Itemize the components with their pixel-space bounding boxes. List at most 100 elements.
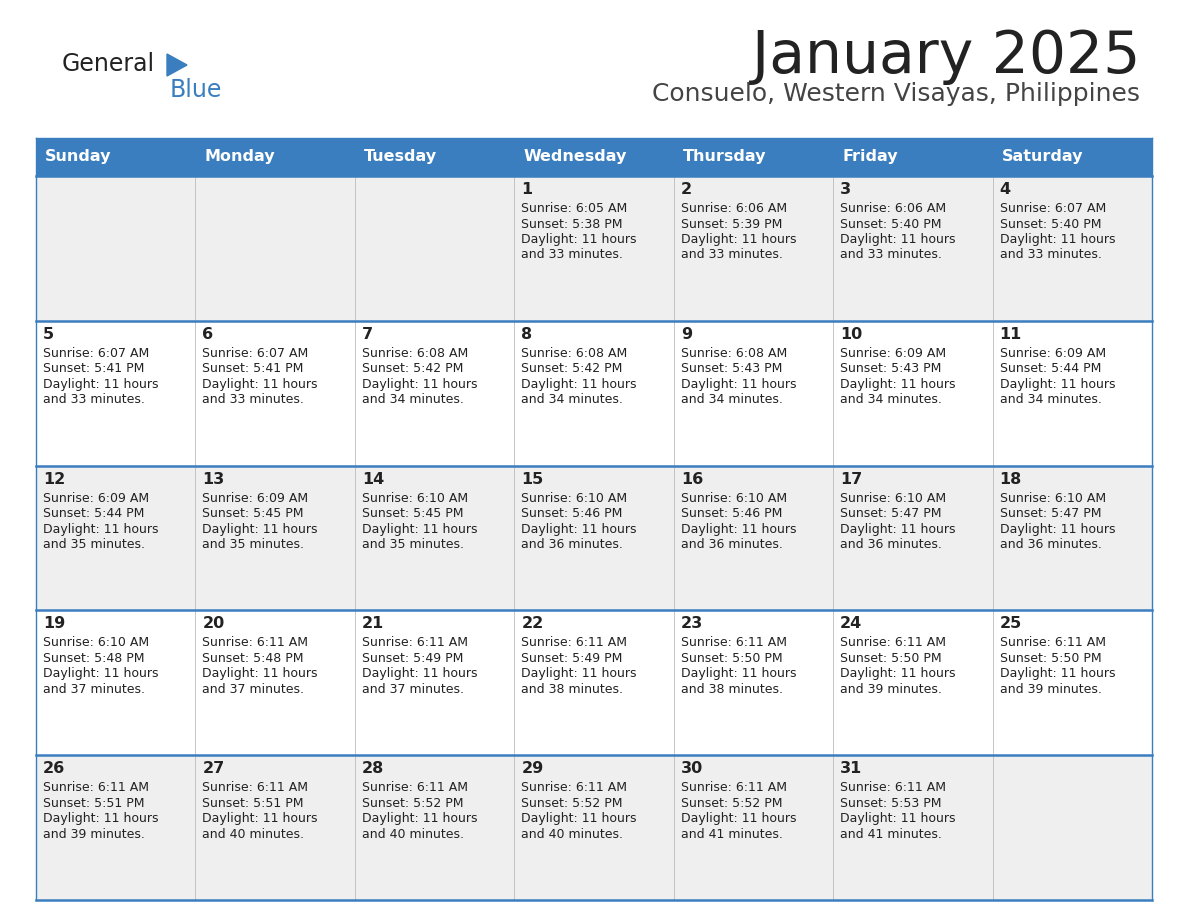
Text: Sunset: 5:42 PM: Sunset: 5:42 PM [362,363,463,375]
Text: 16: 16 [681,472,703,487]
Text: and 34 minutes.: and 34 minutes. [362,393,463,407]
Text: and 33 minutes.: and 33 minutes. [681,249,783,262]
Text: 31: 31 [840,761,862,777]
Text: 3: 3 [840,182,852,197]
Text: Sunset: 5:44 PM: Sunset: 5:44 PM [43,507,145,521]
Text: Daylight: 11 hours: Daylight: 11 hours [202,522,318,535]
Text: 1: 1 [522,182,532,197]
Text: 22: 22 [522,616,544,632]
Text: and 36 minutes.: and 36 minutes. [681,538,783,551]
Text: January 2025: January 2025 [752,28,1140,85]
Text: and 41 minutes.: and 41 minutes. [681,828,783,841]
Text: 29: 29 [522,761,544,777]
Text: Sunset: 5:52 PM: Sunset: 5:52 PM [522,797,623,810]
Text: Sunset: 5:49 PM: Sunset: 5:49 PM [522,652,623,665]
Text: 21: 21 [362,616,384,632]
Text: Daylight: 11 hours: Daylight: 11 hours [362,812,478,825]
Text: Sunset: 5:50 PM: Sunset: 5:50 PM [840,652,942,665]
Text: Sunset: 5:48 PM: Sunset: 5:48 PM [202,652,304,665]
Text: and 33 minutes.: and 33 minutes. [43,393,145,407]
Text: Daylight: 11 hours: Daylight: 11 hours [999,522,1116,535]
Text: Daylight: 11 hours: Daylight: 11 hours [202,667,318,680]
Text: and 33 minutes.: and 33 minutes. [202,393,304,407]
Text: Wednesday: Wednesday [523,150,626,164]
Text: Daylight: 11 hours: Daylight: 11 hours [43,667,158,680]
Text: and 34 minutes.: and 34 minutes. [999,393,1101,407]
Text: Sunrise: 6:11 AM: Sunrise: 6:11 AM [202,781,309,794]
Text: Sunrise: 6:09 AM: Sunrise: 6:09 AM [202,492,309,505]
Text: Daylight: 11 hours: Daylight: 11 hours [840,812,955,825]
Text: Daylight: 11 hours: Daylight: 11 hours [840,233,955,246]
Text: Tuesday: Tuesday [364,150,437,164]
Text: and 34 minutes.: and 34 minutes. [681,393,783,407]
Text: Sunset: 5:45 PM: Sunset: 5:45 PM [362,507,463,521]
Text: Sunrise: 6:11 AM: Sunrise: 6:11 AM [362,636,468,649]
Text: 11: 11 [999,327,1022,341]
Text: Daylight: 11 hours: Daylight: 11 hours [681,522,796,535]
Text: 23: 23 [681,616,703,632]
Text: and 34 minutes.: and 34 minutes. [840,393,942,407]
Text: Consuelo, Western Visayas, Philippines: Consuelo, Western Visayas, Philippines [652,82,1140,106]
Text: 19: 19 [43,616,65,632]
Text: Daylight: 11 hours: Daylight: 11 hours [43,522,158,535]
Text: Daylight: 11 hours: Daylight: 11 hours [840,378,955,391]
Text: Sunrise: 6:08 AM: Sunrise: 6:08 AM [681,347,786,360]
Text: Sunrise: 6:10 AM: Sunrise: 6:10 AM [362,492,468,505]
Text: 2: 2 [681,182,691,197]
Text: General: General [62,52,156,76]
Text: Sunrise: 6:11 AM: Sunrise: 6:11 AM [522,781,627,794]
Text: Sunset: 5:39 PM: Sunset: 5:39 PM [681,218,782,230]
Text: Sunset: 5:44 PM: Sunset: 5:44 PM [999,363,1101,375]
Text: 18: 18 [999,472,1022,487]
Text: Daylight: 11 hours: Daylight: 11 hours [43,812,158,825]
Text: Monday: Monday [204,150,276,164]
Text: and 37 minutes.: and 37 minutes. [362,683,463,696]
Text: Daylight: 11 hours: Daylight: 11 hours [840,522,955,535]
Text: 8: 8 [522,327,532,341]
Text: Sunrise: 6:09 AM: Sunrise: 6:09 AM [43,492,150,505]
Text: 12: 12 [43,472,65,487]
Text: 20: 20 [202,616,225,632]
Text: Daylight: 11 hours: Daylight: 11 hours [43,378,158,391]
Text: Sunset: 5:43 PM: Sunset: 5:43 PM [840,363,942,375]
Text: and 33 minutes.: and 33 minutes. [522,249,624,262]
Text: 9: 9 [681,327,691,341]
Text: Daylight: 11 hours: Daylight: 11 hours [522,233,637,246]
Text: Daylight: 11 hours: Daylight: 11 hours [999,378,1116,391]
Text: Sunrise: 6:10 AM: Sunrise: 6:10 AM [999,492,1106,505]
Text: Daylight: 11 hours: Daylight: 11 hours [522,522,637,535]
Text: Daylight: 11 hours: Daylight: 11 hours [202,378,318,391]
Text: and 39 minutes.: and 39 minutes. [840,683,942,696]
Text: 25: 25 [999,616,1022,632]
Text: and 34 minutes.: and 34 minutes. [522,393,624,407]
Text: Sunset: 5:41 PM: Sunset: 5:41 PM [202,363,304,375]
Text: 7: 7 [362,327,373,341]
Polygon shape [168,54,187,76]
FancyBboxPatch shape [36,320,1152,465]
Text: and 35 minutes.: and 35 minutes. [202,538,304,551]
Text: and 33 minutes.: and 33 minutes. [999,249,1101,262]
FancyBboxPatch shape [196,138,355,176]
Text: and 37 minutes.: and 37 minutes. [202,683,304,696]
Text: and 40 minutes.: and 40 minutes. [362,828,463,841]
Text: and 33 minutes.: and 33 minutes. [840,249,942,262]
FancyBboxPatch shape [674,138,833,176]
Text: Daylight: 11 hours: Daylight: 11 hours [681,667,796,680]
Text: 6: 6 [202,327,214,341]
Text: Sunrise: 6:11 AM: Sunrise: 6:11 AM [681,781,786,794]
FancyBboxPatch shape [992,138,1152,176]
Text: Sunset: 5:47 PM: Sunset: 5:47 PM [840,507,942,521]
Text: Sunset: 5:53 PM: Sunset: 5:53 PM [840,797,942,810]
Text: and 36 minutes.: and 36 minutes. [999,538,1101,551]
Text: Daylight: 11 hours: Daylight: 11 hours [522,812,637,825]
Text: Sunset: 5:45 PM: Sunset: 5:45 PM [202,507,304,521]
Text: 17: 17 [840,472,862,487]
Text: Sunrise: 6:11 AM: Sunrise: 6:11 AM [999,636,1106,649]
Text: Friday: Friday [842,150,898,164]
Text: Sunrise: 6:09 AM: Sunrise: 6:09 AM [840,347,947,360]
FancyBboxPatch shape [514,138,674,176]
Text: Sunset: 5:43 PM: Sunset: 5:43 PM [681,363,782,375]
Text: Sunrise: 6:11 AM: Sunrise: 6:11 AM [522,636,627,649]
FancyBboxPatch shape [833,138,992,176]
Text: and 39 minutes.: and 39 minutes. [999,683,1101,696]
